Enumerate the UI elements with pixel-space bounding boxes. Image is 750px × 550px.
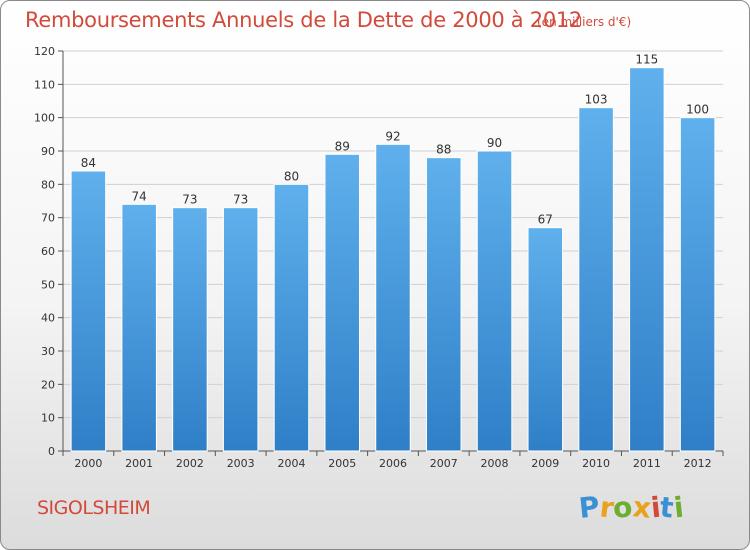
value-label: 90 xyxy=(487,136,502,150)
value-label: 100 xyxy=(686,103,709,117)
bar xyxy=(121,203,157,452)
logo-letter: i xyxy=(671,490,685,525)
bar xyxy=(273,183,310,452)
value-label: 89 xyxy=(335,139,350,153)
x-tick-label: 2003 xyxy=(227,457,255,470)
y-tick-label: 70 xyxy=(41,212,55,225)
value-label: 92 xyxy=(385,129,400,143)
x-tick-label: 2001 xyxy=(125,457,153,470)
x-tick-label: 2012 xyxy=(684,457,712,470)
bar xyxy=(375,143,411,452)
x-tick-label: 2011 xyxy=(633,457,661,470)
y-tick-label: 100 xyxy=(34,112,55,125)
y-tick-label: 90 xyxy=(41,145,55,158)
value-label: 73 xyxy=(182,193,197,207)
value-labels: 84 74 73 73 80 89 92 88 90 67 103 115 100 xyxy=(81,53,709,227)
x-tick-label: 2007 xyxy=(430,457,458,470)
value-label: 88 xyxy=(436,143,451,157)
y-tick-label: 0 xyxy=(48,445,55,458)
y-tick-label: 30 xyxy=(41,345,55,358)
x-tick-label: 2000 xyxy=(74,457,102,470)
x-tick-label: 2005 xyxy=(328,457,356,470)
bar xyxy=(578,107,614,452)
proxiti-logo: Proxiti xyxy=(577,490,685,525)
value-label: 84 xyxy=(81,156,96,170)
y-tick-label: 80 xyxy=(41,178,55,191)
chart-title: Remboursements Annuels de la Dette de 20… xyxy=(25,8,582,32)
y-tick-label: 110 xyxy=(34,78,55,91)
value-label: 67 xyxy=(538,213,553,227)
x-tick-label: 2009 xyxy=(531,457,559,470)
bar xyxy=(476,150,513,452)
axes: 0 10 20 30 40 50 60 70 80 90 100 110 120 2000 2001 2002… xyxy=(34,45,724,470)
bar xyxy=(629,67,665,452)
x-tick-label: 2006 xyxy=(379,457,407,470)
bar xyxy=(222,207,259,452)
bar xyxy=(426,157,462,452)
bar xyxy=(324,153,360,452)
bar xyxy=(527,227,564,452)
x-tick-label: 2010 xyxy=(582,457,610,470)
bars xyxy=(70,67,716,452)
y-tick-label: 10 xyxy=(41,412,55,425)
value-label: 74 xyxy=(132,189,147,203)
x-tick-label: 2004 xyxy=(277,457,305,470)
y-tick-label: 120 xyxy=(34,45,55,58)
bar xyxy=(679,117,716,452)
value-label: 115 xyxy=(635,53,658,67)
value-label: 80 xyxy=(284,169,299,183)
y-tick-label: 40 xyxy=(41,312,55,325)
value-label: 103 xyxy=(585,93,608,107)
y-tick-label: 20 xyxy=(41,378,55,391)
x-tick-label: 2008 xyxy=(481,457,509,470)
value-label: 73 xyxy=(233,193,248,207)
bar xyxy=(70,170,107,452)
city-name: SIGOLSHEIM xyxy=(37,497,151,519)
bar xyxy=(172,207,208,452)
y-tick-label: 50 xyxy=(41,278,55,291)
unit-note: (en milliers d'€) xyxy=(537,15,632,29)
y-tick-label: 60 xyxy=(41,245,55,258)
x-tick-label: 2002 xyxy=(176,457,204,470)
